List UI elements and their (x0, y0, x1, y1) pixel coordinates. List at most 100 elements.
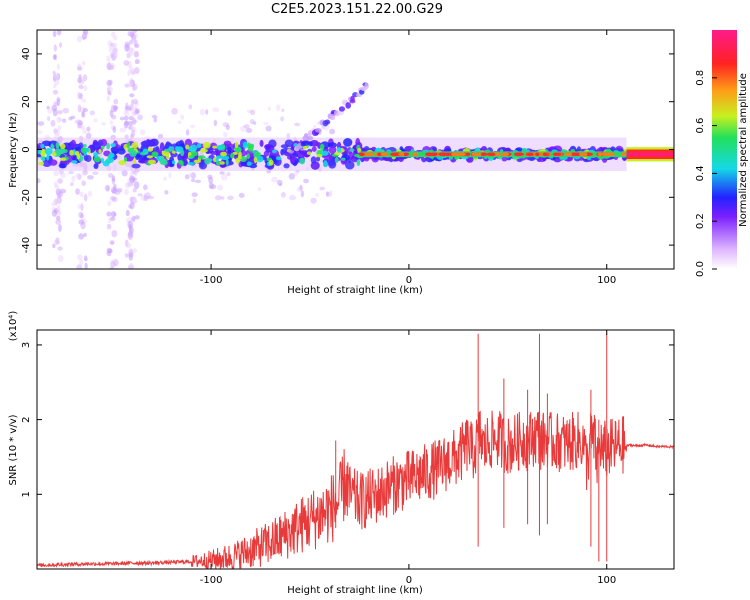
spectrogram-band-mark (180, 149, 185, 157)
spectrogram-noise-mark (76, 66, 83, 71)
spectrogram-band-mark (208, 158, 213, 162)
spectrogram-noise-mark (107, 200, 112, 207)
spectrogram-noise-mark (121, 169, 128, 177)
spectrogram-carrier-mark (481, 152, 487, 157)
spectrogram-band-mark (345, 160, 355, 170)
spectrogram-noise-mark (52, 30, 57, 38)
spectrogram-noise-mark (108, 44, 113, 50)
spectrogram-noise-mark (180, 114, 185, 120)
spectrogram-noise-mark (132, 248, 138, 254)
spectrogram-noise-mark (62, 107, 70, 114)
spectrogram-band-mark (49, 159, 58, 166)
spectrogram-band-mark (223, 140, 232, 147)
spectrogram-xtick-label: -100 (200, 275, 223, 286)
spectrogram-noise-mark (113, 189, 121, 195)
spectrogram-ytick-label: 0 (21, 146, 32, 152)
spectrogram-band-mark (102, 160, 110, 167)
spectrogram-noise-mark (190, 124, 196, 128)
snr-xlabel: Height of straight line (km) (287, 585, 423, 596)
snr-frame (36, 329, 675, 570)
spectrogram-noise-mark (87, 175, 94, 180)
spectrogram-noise-mark (84, 262, 88, 269)
spectrogram-noise-mark (113, 212, 117, 217)
spectrogram-band-mark (98, 149, 102, 154)
spectrogram-band-mark (92, 139, 98, 146)
spectrogram-noise-mark (281, 108, 285, 113)
colorbar-tick-label: 0.0 (695, 261, 706, 277)
spectrogram-band-mark (54, 148, 63, 155)
spectrogram-xtick-label: 100 (597, 275, 616, 286)
spectrogram-noise-mark (208, 176, 214, 184)
spectrogram-band-mark (159, 142, 165, 152)
spectrogram-carrier-mark (582, 152, 588, 157)
spectrogram-noise-mark (124, 188, 129, 196)
spectrogram-heatmap (37, 30, 674, 269)
spectrogram-noise-mark (131, 30, 138, 34)
spectrogram-noise-mark (280, 116, 285, 122)
spectrogram-noise-mark (57, 178, 63, 184)
spectrogram-noise-mark (129, 202, 135, 210)
spectrogram-band-mark (219, 161, 225, 165)
spectrogram-band-mark (132, 158, 137, 165)
spectrogram-noise-mark (113, 35, 118, 41)
spectrogram-xlabel: Height of straight line (km) (287, 285, 423, 296)
spectrogram-carrier-mark (621, 152, 626, 157)
spectrogram-noise-mark (190, 178, 196, 183)
spectrogram-noise-mark (52, 83, 57, 89)
spectrogram-noise-mark (325, 191, 330, 197)
spectrogram-carrier-mark (597, 152, 603, 157)
spectrogram-noise-mark (127, 220, 134, 229)
spectrogram-band-mark (170, 151, 178, 158)
spectrogram-noise-mark (124, 253, 129, 258)
spectrogram-band-mark (216, 144, 225, 150)
spectrogram-noise-mark (58, 42, 63, 48)
spectrogram-noise-mark (81, 76, 85, 85)
spectrogram-noise-mark (128, 40, 134, 45)
spectrogram-noise-mark (55, 237, 60, 245)
spectrogram-noise-mark (151, 114, 158, 119)
spectrogram-track-mark (303, 133, 309, 138)
spectrogram-noise-mark (123, 120, 129, 129)
spectrogram-noise-mark (111, 175, 116, 182)
spectrogram-noise-mark (83, 85, 88, 92)
colorbar-tick-label: 0.4 (695, 165, 706, 181)
spectrogram-carrier-mark (525, 152, 534, 157)
spectrogram-band-mark (60, 143, 66, 150)
spectrogram-band-mark (259, 139, 264, 147)
spectrogram-ylabel: Frequency (Hz) (8, 112, 19, 188)
spectrogram-noise-mark (109, 109, 114, 118)
spectrogram-band-mark (315, 142, 320, 147)
spectrogram-band-mark (139, 151, 147, 156)
spectrogram-band-mark (101, 145, 105, 150)
spectrogram-noise-mark (130, 216, 136, 222)
spectrogram-band-mark (165, 141, 170, 147)
colorbar-tick-label: 0.6 (695, 118, 706, 134)
spectrogram-noise-mark (52, 54, 57, 60)
spectrogram-band-mark (159, 158, 167, 165)
spectrogram-noise-mark (52, 199, 59, 203)
spectrogram-noise-mark (205, 109, 209, 115)
spectrogram-track-mark (302, 141, 310, 146)
spectrogram-noise-mark (110, 52, 114, 59)
spectrogram-noise-mark (57, 224, 62, 232)
spectrogram-noise-mark (53, 128, 58, 134)
spectrogram-band-mark (148, 159, 156, 165)
spectrogram-noise-mark (299, 184, 303, 191)
spectrogram-band-mark (38, 161, 45, 166)
spectrogram-noise-mark (139, 129, 146, 136)
spectrogram-noise-mark (126, 181, 131, 187)
snr-xtick-label: -100 (200, 575, 223, 586)
spectrogram-noise-mark (47, 109, 53, 114)
spectrogram-band-mark (296, 150, 305, 159)
spectrogram-noise-mark (119, 127, 127, 133)
spectrogram-noise-mark (53, 170, 60, 177)
spectrogram-band-mark (323, 160, 328, 168)
snr-ylabel: SNR (10 * v/v) (8, 414, 19, 485)
spectrogram-noise-mark (56, 116, 62, 123)
spectrogram-track-mark (329, 113, 336, 121)
spectrogram-noise-mark (78, 233, 85, 240)
spectrogram-band-mark (219, 163, 227, 168)
spectrogram-band-mark (83, 143, 87, 148)
spectrogram-band-mark (41, 157, 46, 162)
spectrogram-band-mark (180, 160, 184, 167)
